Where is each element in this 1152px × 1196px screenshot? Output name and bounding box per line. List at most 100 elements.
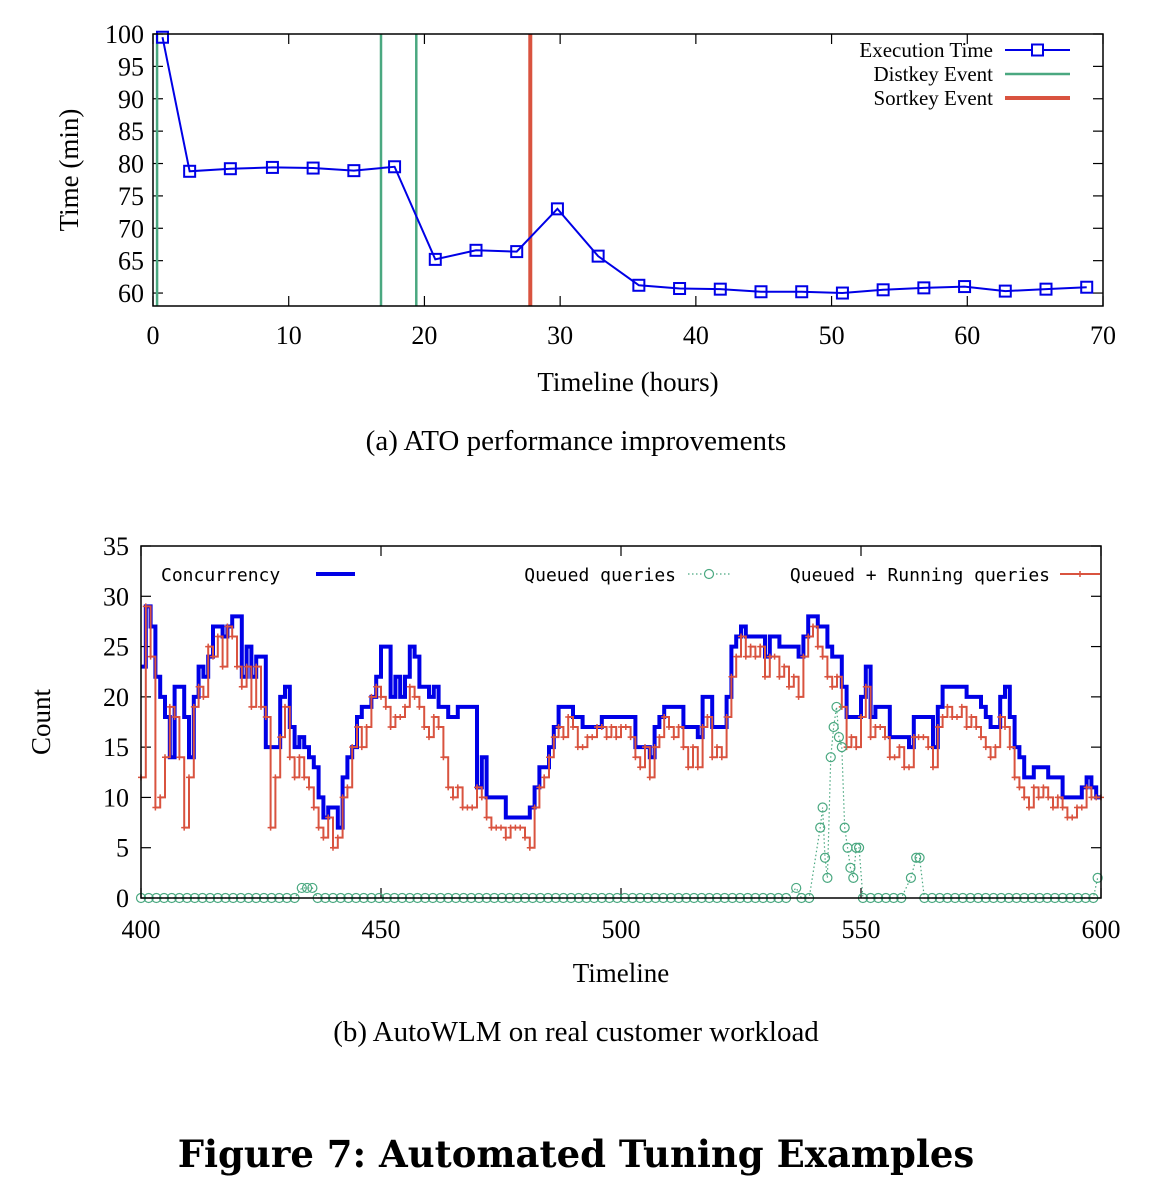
data-point-marker [685, 764, 692, 771]
data-point-marker [680, 744, 687, 751]
data-point-marker [690, 744, 696, 751]
legend-label: Concurrency [161, 565, 280, 586]
data-point-marker [997, 713, 1004, 720]
data-point-marker [344, 784, 351, 791]
data-point-marker [373, 683, 380, 690]
data-point-marker [598, 724, 605, 731]
data-point-marker [560, 734, 567, 741]
data-point-marker [301, 774, 308, 781]
data-point-marker [1078, 804, 1085, 811]
data-point-marker [435, 724, 442, 731]
data-point-marker [822, 872, 833, 883]
data-point-marker [428, 252, 442, 266]
data-point-marker [666, 724, 672, 731]
data-point-marker [536, 784, 543, 791]
data-point-marker [982, 744, 989, 751]
data-point-marker [978, 734, 984, 741]
x-tick-label: 20 [411, 321, 437, 350]
legend-label: Queued queries [524, 565, 676, 586]
data-point-marker [954, 713, 960, 720]
data-point-marker [498, 824, 504, 831]
data-point-marker [828, 721, 839, 733]
legend-marker [1077, 571, 1083, 577]
data-point-marker [747, 643, 754, 650]
data-point-marker [550, 734, 557, 741]
data-point-marker [1006, 744, 1013, 751]
data-point-marker [771, 653, 778, 660]
data-point-marker [358, 744, 365, 751]
data-point-marker [570, 724, 576, 731]
data-point-marker [474, 784, 480, 791]
y-tick-label: 10 [103, 783, 129, 812]
data-point-marker [1039, 282, 1053, 296]
data-point-marker [387, 724, 394, 731]
data-point-marker [709, 754, 716, 761]
y-axis-label: Count [26, 688, 56, 755]
data-point-marker [656, 734, 663, 741]
data-point-marker [526, 844, 533, 851]
data-point-marker [531, 804, 538, 811]
data-point-marker [851, 842, 862, 853]
data-point-marker [704, 713, 711, 720]
data-point-marker [998, 284, 1012, 298]
data-point-marker [1011, 774, 1018, 781]
data-point-marker [272, 774, 279, 781]
data-point-marker [267, 824, 274, 831]
y-tick-label: 15 [103, 733, 129, 762]
data-point-marker [502, 834, 509, 841]
y-tick-label: 20 [103, 683, 129, 712]
data-point-marker [1016, 784, 1023, 791]
data-point-marker [742, 653, 749, 660]
data-point-marker [632, 754, 639, 761]
data-point-marker [286, 754, 293, 761]
data-point-marker [853, 842, 865, 853]
y-tick-label: 90 [118, 85, 144, 114]
data-point-marker [1045, 794, 1052, 801]
data-point-marker [186, 774, 192, 781]
data-point-marker [805, 633, 812, 640]
legend-marker [703, 568, 715, 580]
x-tick-label: 0 [147, 321, 160, 350]
data-point-marker [795, 693, 802, 700]
data-point-marker [757, 643, 764, 650]
data-point-marker [958, 280, 972, 294]
data-point-marker [469, 804, 476, 811]
data-point-marker [835, 286, 849, 300]
data-point-marker [853, 744, 860, 751]
data-point-marker [1030, 784, 1037, 791]
data-point-marker [219, 663, 226, 670]
data-point-marker [301, 882, 313, 894]
data-point-marker [382, 703, 389, 710]
data-point-marker [831, 701, 842, 713]
data-point-marker [867, 734, 874, 741]
data-point-marker [238, 683, 245, 690]
y-tick-label: 5 [116, 834, 129, 863]
data-point-marker [406, 683, 413, 690]
y-tick-label: 65 [118, 247, 144, 276]
data-point-marker [632, 278, 646, 292]
data-point-marker [510, 245, 524, 259]
data-point-marker [152, 804, 159, 811]
legend-label: Distkey Event [873, 62, 993, 86]
data-point-marker [651, 744, 658, 751]
data-point-marker [795, 285, 809, 299]
data-point-marker [156, 30, 169, 44]
data-point-marker [838, 703, 845, 710]
data-point-marker [282, 703, 288, 710]
x-tick-label: 400 [122, 915, 161, 944]
data-point-marker [781, 663, 788, 670]
data-point-marker [1069, 814, 1076, 821]
data-point-marker [307, 882, 318, 894]
data-point-marker [694, 764, 701, 771]
data-point-marker [675, 724, 682, 731]
data-point-marker [234, 663, 240, 670]
data-point-marker [253, 663, 260, 670]
data-point-marker [733, 653, 740, 660]
data-point-marker [546, 754, 552, 761]
data-point-marker [891, 754, 898, 761]
data-point-marker [166, 703, 173, 710]
data-point-marker [243, 663, 250, 670]
data-point-marker [670, 734, 677, 741]
data-point-marker [930, 764, 936, 771]
data-point-marker [800, 653, 807, 660]
